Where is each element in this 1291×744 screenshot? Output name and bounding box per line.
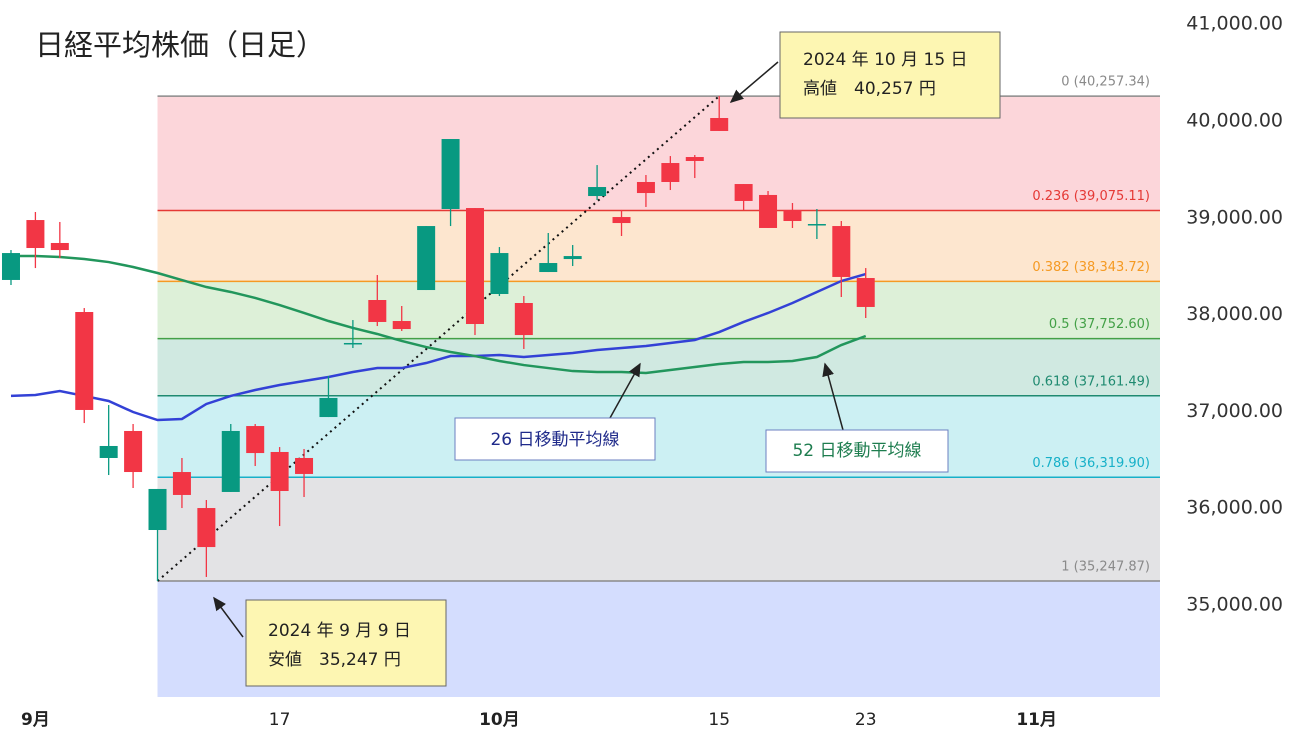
annotation-text: 2024 年 9 月 9 日 [268,621,411,641]
candle-body [197,508,216,548]
candle-body [246,426,265,454]
annotation-text: 高値 40,257 円 [803,79,936,99]
fib-band [157,281,1160,339]
candle-body [490,253,509,294]
arrow [729,61,779,103]
candle-body [465,208,484,325]
y-tick-label: 35,000.00 [1186,594,1283,616]
y-tick-label: 36,000.00 [1186,497,1283,519]
x-tick-label: 11月 [1016,710,1057,730]
candle-body [807,224,826,226]
y-tick-label: 39,000.00 [1186,206,1283,228]
candle-body [759,194,778,228]
fib-label: 0 (40,257.34) [1061,75,1150,90]
y-tick-label: 40,000.00 [1186,110,1283,132]
x-tick-label: 23 [855,710,877,730]
annotation-text: 安値 35,247 円 [268,650,401,670]
candle-body [539,263,558,273]
candle-body [856,278,875,307]
fib-band [157,210,1160,282]
x-tick-label: 15 [708,710,730,730]
candle-body [783,209,802,222]
candle-body [661,163,680,182]
x-tick-label: 17 [269,710,291,730]
x-tick-label: 10月 [479,710,520,730]
candle-body [50,242,69,251]
fib-band [157,338,1160,396]
candle-body [295,457,314,474]
candle-body [734,184,753,201]
moving-average [10,272,867,422]
fib-label: 0.786 (36,319.90) [1032,456,1150,471]
candle-body [441,139,460,210]
candle-body [710,118,729,131]
marks [1,95,875,582]
annotation-box [245,599,447,687]
annotations: 日経平均株価（日足） 2024 年 10 月 15 日 高値 40,257 円 … [35,28,1001,687]
candle-body [636,181,655,194]
candle-body [832,226,851,277]
candle-body [172,472,191,495]
plot-background [157,95,1160,697]
fib-label: 0.236 (39,075.11) [1032,189,1150,204]
candle-body [270,451,289,491]
candle-body [26,220,45,249]
candle-body [148,488,167,531]
candle-body [563,256,582,260]
legend-box [765,429,949,473]
annotation-text: 2024 年 10 月 15 日 [803,50,968,70]
y-tick-label: 38,000.00 [1186,303,1283,325]
arrow [609,362,641,419]
candle-body [99,445,118,458]
fib-band [157,96,1160,211]
chart-title: 日経平均株価（日足） [35,28,325,62]
fib-band [157,477,1160,582]
arrow [822,362,844,431]
candle-body [612,217,631,224]
fib-label: 0.5 (37,752.60) [1049,317,1150,332]
candle-body [221,430,240,492]
y-tick-label: 37,000.00 [1186,400,1283,422]
fib-label: 1 (35,247.87) [1061,560,1150,575]
legend-label: 26 日移動平均線 [490,430,619,450]
candle-body [124,430,143,473]
candle-body [417,226,436,291]
candle-body [685,157,704,161]
fib-label: 0.618 (37,161.49) [1032,374,1150,389]
candle-body [1,253,20,280]
y-tick-label: 41,000.00 [1186,13,1283,35]
legend-label: 52 日移動平均線 [792,441,921,461]
candle-body [343,342,362,345]
moving-average [10,254,867,375]
annotation-box [779,31,1001,119]
fib-label: 0.382 (38,343.72) [1032,260,1150,275]
fib-trend-line [156,95,720,582]
candle-body [514,303,533,336]
candle-body [392,321,411,330]
candle-body [368,300,387,322]
legend-box [454,417,656,461]
arrow [213,596,244,638]
candle-body [75,312,94,410]
x-tick-label: 9月 [21,710,50,730]
candle-body [588,187,607,197]
candle-body [319,397,338,418]
